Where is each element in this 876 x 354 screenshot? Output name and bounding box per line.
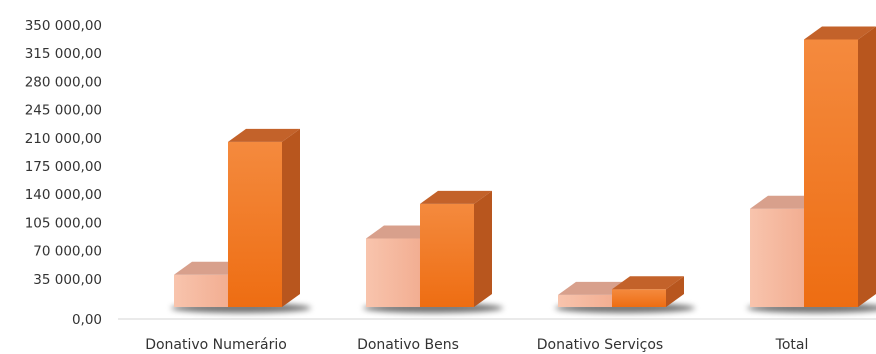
bar-front <box>612 289 666 307</box>
y-tick-label: 350 000,00 <box>25 18 102 34</box>
y-tick-label: 140 000,00 <box>25 187 102 203</box>
bar-front <box>366 238 420 307</box>
bar-front <box>558 294 612 307</box>
bar <box>228 128 300 307</box>
x-axis: Donativo Numerário Donativo Bens Donativo … <box>145 337 808 353</box>
bar-side <box>666 276 684 307</box>
y-tick-label: 315 000,00 <box>25 46 102 62</box>
bar <box>420 190 492 307</box>
x-tick-label: Total <box>775 337 809 353</box>
y-tick-label: 35 000,00 <box>33 272 102 288</box>
y-tick-label: 175 000,00 <box>25 159 102 175</box>
bar-top <box>804 26 876 40</box>
bar-top <box>612 276 684 290</box>
bar-side <box>282 128 300 307</box>
y-tick-label: 105 000,00 <box>25 215 102 231</box>
bar-front <box>420 203 474 307</box>
y-tick-label: 245 000,00 <box>25 103 102 119</box>
bar-top <box>228 128 300 142</box>
bar-front <box>750 208 804 307</box>
bar-side <box>474 190 492 307</box>
bar <box>612 276 684 307</box>
bar <box>804 26 876 307</box>
x-tick-label: Donativo Numerário <box>145 337 287 353</box>
bar-side <box>858 26 876 307</box>
bar-front <box>804 39 858 307</box>
bar-front <box>174 274 228 307</box>
y-tick-label: 70 000,00 <box>33 244 102 260</box>
bar-top <box>420 190 492 204</box>
x-tick-label: Donativo Bens <box>357 337 459 353</box>
y-tick-label: 280 000,00 <box>25 74 102 90</box>
bars <box>174 26 876 307</box>
y-tick-label: 0,00 <box>72 312 102 328</box>
y-tick-label: 210 000,00 <box>25 131 102 147</box>
y-axis: 0,00 35 000,00 70 000,00 105 000,00 140 000,… <box>25 18 876 328</box>
bar-front <box>228 141 282 307</box>
x-tick-label: Donativo Serviços <box>537 337 663 353</box>
